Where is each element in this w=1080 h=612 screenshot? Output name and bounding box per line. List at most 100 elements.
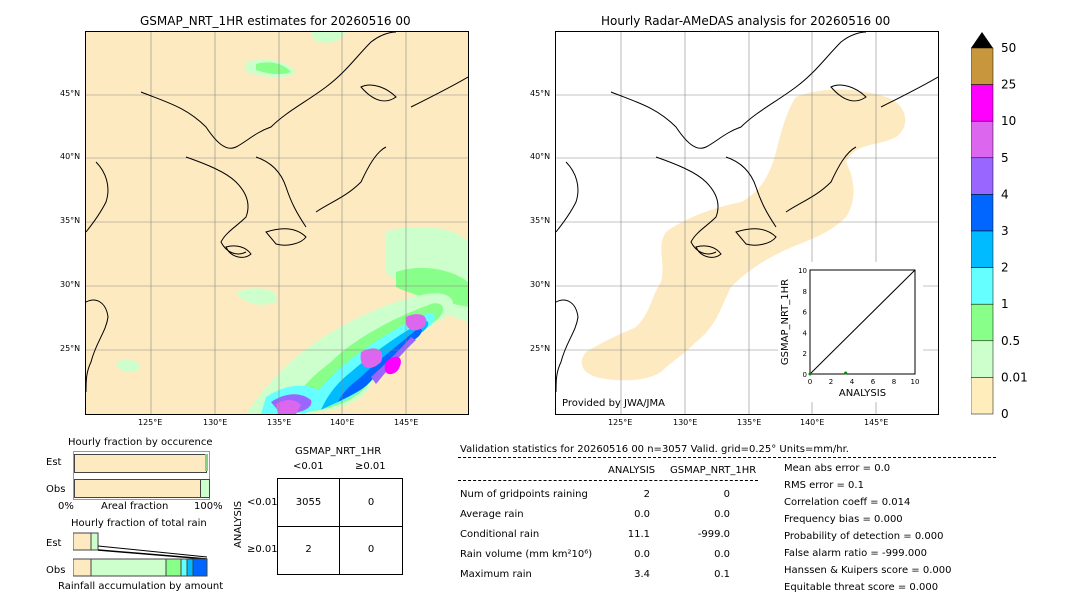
occurrence-x-min: 0% [58, 501, 74, 512]
colorbar-segment [970, 377, 994, 415]
scatter-x-tick: 2 [829, 378, 833, 386]
radar-coverage [581, 89, 906, 381]
colorbar-label: 3 [1001, 224, 1009, 238]
left-lon-tick: 140°E [330, 418, 355, 427]
total-rain-obs-label: Obs [46, 565, 66, 576]
left-map [85, 31, 469, 415]
validation-row-analysis: 11.1 [627, 529, 650, 540]
occurrence-est-rain [205, 454, 208, 471]
left-lon-tick: 145°E [394, 418, 419, 427]
scatter-x-tick: 8 [892, 378, 896, 386]
scatter-point [844, 371, 848, 375]
validation-row-gsmap: 0.0 [714, 509, 730, 520]
right-coastline [556, 32, 938, 393]
colorbar-segment [970, 84, 994, 122]
scatter-ylabel: GSMAP_NRT_1HR [780, 279, 791, 365]
left-map-grid [86, 32, 468, 414]
score-line: Equitable threat score = 0.000 [784, 582, 939, 593]
left-map-canvas [86, 32, 468, 414]
score-line: Probability of detection = 0.000 [784, 531, 944, 542]
score-line: Correlation coeff = 0.014 [784, 497, 911, 508]
validation-row-analysis: 3.4 [634, 569, 650, 580]
colorbar-label: 50 [1001, 41, 1016, 55]
left-map-title: GSMAP_NRT_1HR estimates for 20260516 00 [140, 14, 411, 28]
left-lon-tick: 135°E [267, 418, 292, 427]
colorbar-segment [970, 267, 994, 305]
validation-col-analysis: ANALYSIS [608, 465, 656, 476]
validation-row-gsmap: 0.1 [714, 569, 730, 580]
left-lon-tick: 125°E [138, 418, 163, 427]
occurrence-obs-bar [74, 479, 202, 498]
scatter-reference-line [809, 269, 916, 375]
validation-row-gsmap: 0.0 [714, 549, 730, 560]
contingency-title: GSMAP_NRT_1HR [295, 446, 382, 457]
score-line: Hanssen & Kuipers score = 0.000 [784, 565, 952, 576]
scatter-y-tick: 2 [803, 350, 807, 358]
right-lon-tick: 130°E [673, 418, 698, 427]
right-lon-tick: 125°E [608, 418, 633, 427]
validation-col-divider [458, 480, 758, 481]
left-lat-tick: 45°N [60, 89, 81, 98]
validation-row-label: Rain volume (mm km²10⁶) [460, 549, 593, 560]
scatter-point [808, 372, 812, 376]
validation-row-gsmap: -999.0 [697, 529, 730, 540]
colorbar-segment [970, 340, 994, 378]
data-credit: Provided by JWA/JMA [562, 398, 665, 409]
occurrence-est-label: Est [46, 457, 62, 468]
left-lat-tick: 40°N [60, 152, 81, 161]
validation-row-analysis: 2 [643, 489, 650, 500]
total-rain-box [72, 532, 208, 579]
score-line: RMS error = 0.1 [784, 480, 864, 491]
colorbar-segment [970, 194, 994, 232]
scatter-y-tick: 4 [803, 329, 808, 337]
colorbar-canvas: 50 25 10 5 4 3 2 1 0.5 0.01 0 [970, 32, 1028, 421]
right-lat-tick: 25°N [530, 344, 551, 353]
validation-col-gsmap: GSMAP_NRT_1HR [670, 465, 757, 476]
contingency-cell: 0 [367, 544, 375, 555]
right-lat-tick: 45°N [530, 89, 551, 98]
colorbar-segment [970, 47, 994, 85]
scatter-xlabel: ANALYSIS [839, 388, 886, 399]
total-rain-xlabel: Rainfall accumulation by amount [58, 581, 224, 592]
total-rain-title: Hourly fraction of total rain [71, 518, 207, 529]
scatter-x-tick: 4 [850, 378, 855, 386]
occurrence-title: Hourly fraction by occurence [68, 437, 213, 448]
right-lon-tick: 145°E [864, 418, 889, 427]
colorbar-label: 10 [1001, 114, 1016, 128]
colorbar-segment [970, 157, 994, 195]
validation-row-label: Num of gridpoints raining [460, 489, 588, 500]
colorbar-label: 5 [1001, 151, 1009, 165]
total-rain-est-label: Est [46, 538, 62, 549]
left-coastline [86, 32, 468, 393]
occurrence-obs-rain [200, 479, 210, 498]
contingency-cell: 2 [305, 544, 312, 555]
colorbar-segment [970, 230, 994, 268]
contingency-row-label: <0.01 [247, 497, 278, 508]
left-rain-field [116, 32, 468, 414]
validation-header: Validation statistics for 20260516 00 n=… [460, 444, 849, 455]
validation-row-label: Average rain [460, 509, 524, 520]
validation-divider [458, 457, 996, 458]
scatter-x-tick: 0 [808, 378, 812, 386]
colorbar-label: 0.5 [1001, 334, 1020, 348]
contingency-cell: 0 [367, 497, 375, 508]
occurrence-x-max: 100% [194, 501, 223, 512]
colorbar-label: 2 [1001, 261, 1009, 275]
contingency-divider [278, 526, 402, 527]
left-lat-tick: 30°N [60, 280, 81, 289]
occurrence-est-bar [74, 454, 207, 473]
contingency-col-label: <0.01 [293, 461, 324, 472]
right-map-title: Hourly Radar-AMeDAS analysis for 2026051… [601, 14, 891, 28]
colorbar-label: 25 [1001, 78, 1016, 92]
occurrence-obs-label: Obs [46, 484, 66, 495]
right-lon-tick: 140°E [800, 418, 825, 427]
colorbar-label: 4 [1001, 187, 1009, 201]
colorbar: 50 25 10 5 4 3 2 1 0.5 0.01 0 [970, 30, 1031, 421]
score-line: Frequency bias = 0.000 [784, 514, 903, 525]
scatter-y-tick: 0 [803, 371, 807, 379]
contingency-row-axis-label: ANALYSIS [233, 500, 244, 548]
contingency-col-label: ≥0.01 [355, 461, 386, 472]
scatter-x-tick: 10 [911, 378, 920, 386]
occurrence-xlabel: Areal fraction [101, 501, 169, 512]
contingency-row-label: ≥0.01 [247, 544, 278, 555]
